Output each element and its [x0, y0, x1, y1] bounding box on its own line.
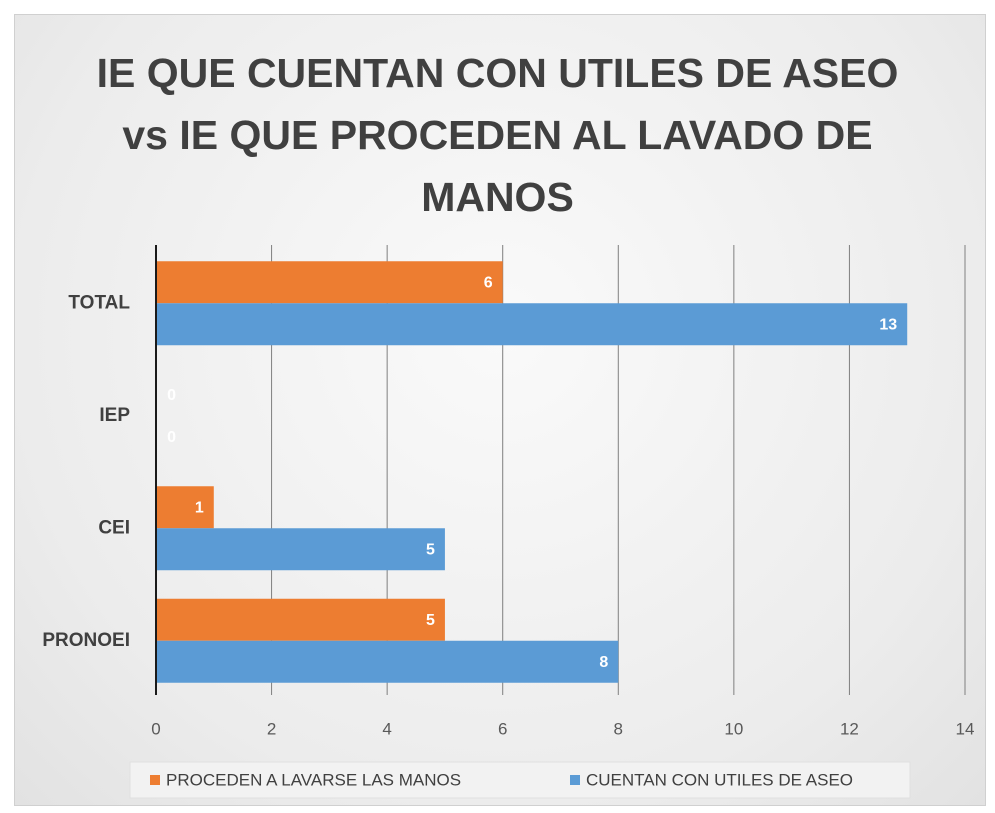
legend-label: CUENTAN CON UTILES DE ASEO [586, 770, 853, 789]
chart-title: IE QUE CUENTAN CON UTILES DE ASEO vs IE … [96, 50, 899, 220]
bar [156, 598, 445, 641]
x-tick-label: 6 [498, 719, 507, 738]
data-label: 0 [167, 429, 176, 446]
data-label: 8 [599, 654, 608, 671]
x-tick-label: 2 [267, 719, 276, 738]
y-tick-label: IEP [99, 405, 130, 426]
bar [156, 528, 445, 571]
bar [156, 486, 214, 529]
y-tick-label: CEI [98, 517, 130, 538]
data-label: 6 [484, 274, 493, 291]
data-label: 5 [426, 541, 435, 558]
bar [156, 640, 619, 683]
data-label: 5 [426, 612, 435, 629]
legend-box [129, 761, 911, 799]
legend-label: PROCEDEN A LAVARSE LAS MANOS [166, 770, 461, 789]
data-label: 0 [167, 387, 176, 404]
x-tick-label: 10 [724, 719, 743, 738]
x-tick-label: 4 [382, 719, 391, 738]
y-tick-label: TOTAL [68, 292, 130, 313]
bar [156, 303, 908, 346]
x-tick-label: 14 [956, 719, 975, 738]
y-tick-label: PRONOEI [42, 630, 130, 651]
bar [156, 261, 503, 304]
data-label: 13 [879, 316, 897, 333]
x-tick-label: 8 [614, 719, 623, 738]
x-tick-label: 0 [151, 719, 160, 738]
data-label: 1 [195, 499, 204, 516]
legend-swatch [570, 775, 580, 785]
legend-swatch [150, 775, 160, 785]
x-tick-label: 12 [840, 719, 859, 738]
